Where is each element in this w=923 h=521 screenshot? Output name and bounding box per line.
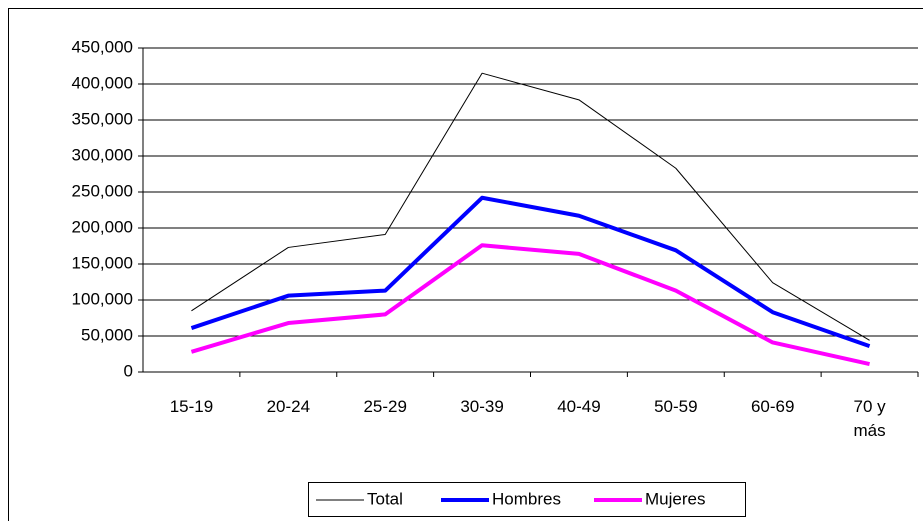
x-tick-label: 20-24	[266, 397, 311, 416]
x-tick-label: 25-29	[363, 397, 407, 416]
x-tick-label: 15-19	[169, 397, 214, 416]
legend-box	[308, 482, 746, 517]
y-tick-label: 200,000	[72, 217, 133, 236]
x-tick-label: 70 y más	[853, 397, 886, 440]
y-tick-label: 450,000	[72, 37, 133, 56]
x-tick-label: 50-59	[654, 397, 698, 416]
series-line	[190, 243, 870, 367]
legend-label: Mujeres	[645, 489, 705, 508]
y-tick-label: 50,000	[81, 325, 133, 344]
y-tick-label: 400,000	[72, 73, 133, 92]
y-tick-label: 0	[124, 361, 133, 380]
series-line	[191, 72, 870, 341]
y-tick-label: 250,000	[72, 181, 133, 200]
y-tick-label: 100,000	[72, 289, 133, 308]
x-tick-label: 40-49	[557, 397, 601, 416]
chart-border	[8, 8, 923, 521]
legend-label: Total	[367, 489, 403, 508]
series-line	[190, 195, 871, 348]
y-tick-label: 350,000	[72, 109, 133, 128]
x-tick-label: 30-39	[460, 397, 504, 416]
legend-label: Hombres	[492, 489, 561, 508]
y-tick-label: 150,000	[72, 253, 133, 272]
y-tick-label: 300,000	[72, 145, 133, 164]
x-tick-label: 60-69	[750, 397, 795, 416]
